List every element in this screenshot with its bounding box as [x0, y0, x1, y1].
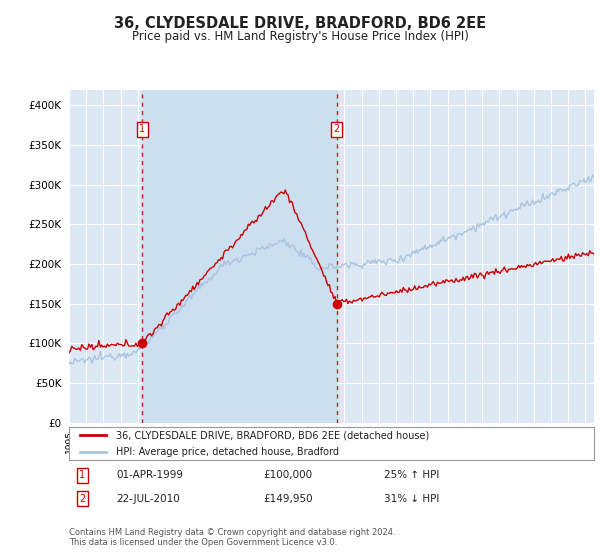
Text: £100,000: £100,000: [263, 470, 313, 480]
Text: Price paid vs. HM Land Registry's House Price Index (HPI): Price paid vs. HM Land Registry's House …: [131, 30, 469, 44]
Text: 31% ↓ HPI: 31% ↓ HPI: [384, 494, 439, 504]
Text: 1: 1: [139, 124, 145, 134]
Text: £149,950: £149,950: [263, 494, 313, 504]
Text: 2: 2: [334, 124, 340, 134]
Text: 1: 1: [79, 470, 85, 480]
Text: HPI: Average price, detached house, Bradford: HPI: Average price, detached house, Brad…: [116, 447, 339, 457]
Text: 01-APR-1999: 01-APR-1999: [116, 470, 183, 480]
Text: 2: 2: [79, 494, 85, 504]
Bar: [142, 90, 337, 423]
Text: 22-JUL-2010: 22-JUL-2010: [116, 494, 180, 504]
Text: 36, CLYDESDALE DRIVE, BRADFORD, BD6 2EE: 36, CLYDESDALE DRIVE, BRADFORD, BD6 2EE: [114, 16, 486, 31]
Text: Contains HM Land Registry data © Crown copyright and database right 2024.
This d: Contains HM Land Registry data © Crown c…: [69, 528, 395, 547]
Text: 25% ↑ HPI: 25% ↑ HPI: [384, 470, 439, 480]
Text: 36, CLYDESDALE DRIVE, BRADFORD, BD6 2EE (detached house): 36, CLYDESDALE DRIVE, BRADFORD, BD6 2EE …: [116, 430, 430, 440]
